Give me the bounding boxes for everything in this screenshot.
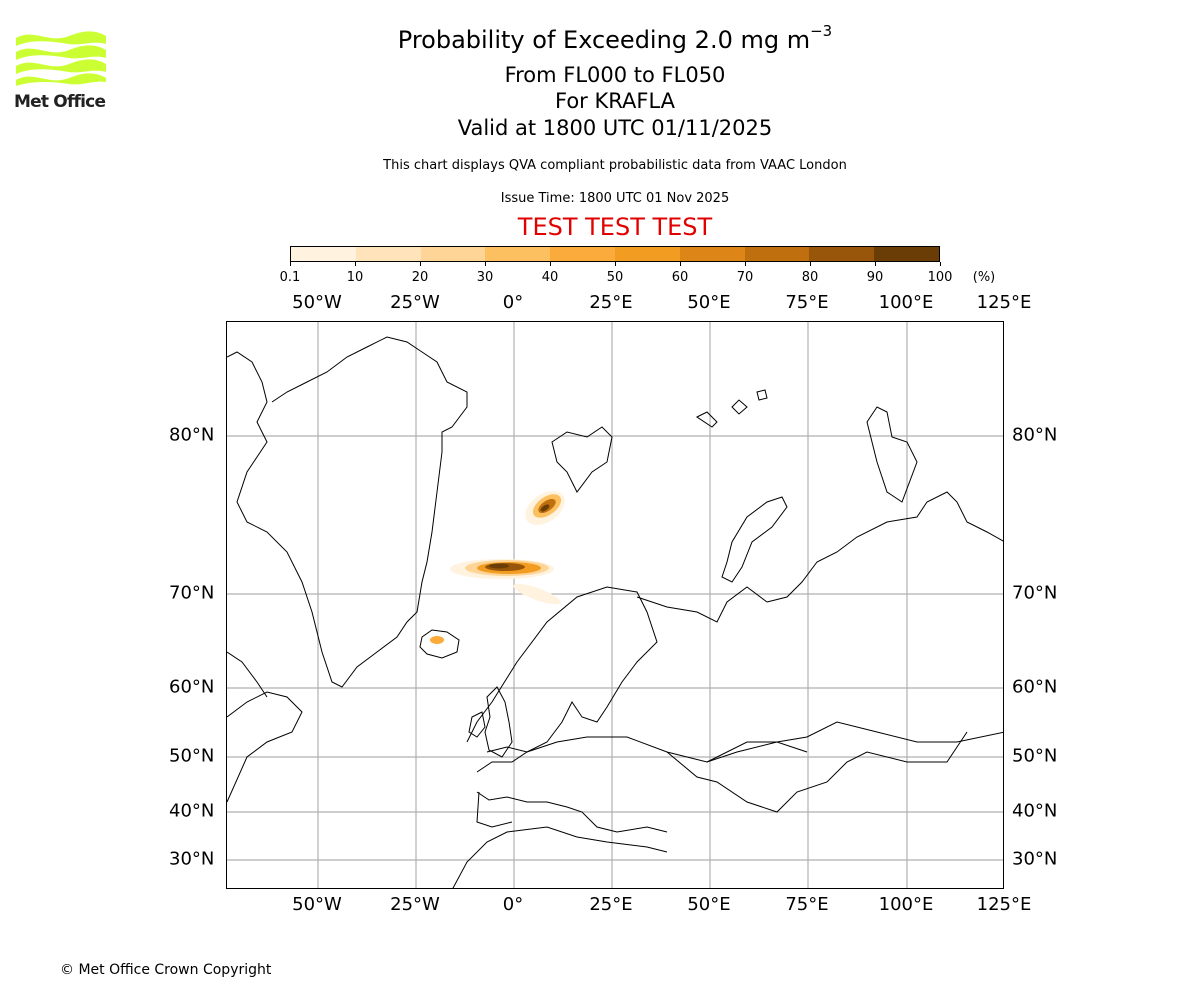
colorbar-tick-label: 30	[476, 270, 494, 285]
colorbar-unit: (%)	[972, 270, 996, 285]
longitude-label: 50°W	[292, 894, 342, 915]
colorbar-segment	[550, 247, 615, 261]
colorbar-tick	[420, 262, 421, 266]
longitude-label: 100°E	[878, 292, 934, 313]
longitude-label: 75°E	[785, 894, 829, 915]
longitude-label: 25°E	[589, 292, 633, 313]
longitude-label: 25°E	[589, 894, 633, 915]
colorbar-segment	[420, 247, 486, 261]
colorbar-tick-label: 40	[541, 270, 559, 285]
latitude-label: 80°N	[1012, 424, 1058, 446]
title-superscript: −3	[810, 22, 833, 40]
latitude-label: 60°N	[169, 676, 215, 698]
longitude-label: 25°W	[390, 292, 440, 313]
colorbar-tick-label: 0.1	[279, 270, 301, 285]
longitude-label: 100°E	[878, 894, 934, 915]
valid-time: Valid at 1800 UTC 01/11/2025	[457, 116, 773, 140]
test-banner: TEST TEST TEST	[517, 213, 713, 241]
map-canvas	[227, 322, 1003, 888]
latitude-label: 50°N	[1012, 745, 1058, 767]
copyright-notice: © Met Office Crown Copyright	[60, 962, 272, 978]
level-range: From FL000 to FL050	[504, 63, 726, 87]
colorbar-segment	[809, 247, 875, 261]
longitude-label: 125°E	[976, 292, 1032, 313]
colorbar-tick-label: 10	[346, 270, 364, 285]
issue-time: Issue Time: 1800 UTC 01 Nov 2025	[500, 191, 730, 206]
colorbar-tick	[875, 262, 876, 266]
colorbar	[290, 246, 940, 262]
longitude-label: 75°E	[785, 292, 829, 313]
colorbar-segment	[679, 247, 745, 261]
latitude-label: 70°N	[1012, 582, 1058, 604]
title-text: Probability of Exceeding 2.0 mg m	[397, 26, 811, 54]
graticule	[227, 322, 1003, 888]
latitude-label: 40°N	[169, 800, 215, 822]
colorbar-tick	[680, 262, 681, 266]
colorbar-segment	[744, 247, 810, 261]
colorbar-tick-label: 100	[927, 270, 953, 285]
longitude-label: 50°W	[292, 292, 342, 313]
longitude-label: 50°E	[687, 292, 731, 313]
colorbar-tick	[810, 262, 811, 266]
colorbar-tick-label: 50	[606, 270, 624, 285]
latitude-label: 70°N	[169, 582, 215, 604]
latitude-label: 50°N	[169, 745, 215, 767]
logo-text: Met Office	[14, 92, 106, 112]
latitude-label: 80°N	[169, 424, 215, 446]
colorbar-tick-label: 90	[866, 270, 884, 285]
ash-plume	[430, 490, 565, 644]
colorbar-tick	[290, 262, 291, 266]
longitude-label: 50°E	[687, 894, 731, 915]
colorbar-tick	[485, 262, 486, 266]
colorbar-segment	[355, 247, 421, 261]
latitude-label: 40°N	[1012, 800, 1058, 822]
coastlines	[227, 336, 1003, 888]
latitude-label: 60°N	[1012, 676, 1058, 698]
latitude-label: 30°N	[169, 848, 215, 870]
colorbar-tick	[745, 262, 746, 266]
longitude-label: 0°	[502, 292, 524, 313]
volcano-name: For KRAFLA	[555, 89, 675, 113]
longitude-label: 0°	[502, 894, 524, 915]
latitude-label: 30°N	[1012, 848, 1058, 870]
colorbar-segment	[614, 247, 680, 261]
colorbar-segment	[485, 247, 551, 261]
colorbar-tick-label: 60	[671, 270, 689, 285]
colorbar-tick	[940, 262, 941, 266]
colorbar-tick-label: 80	[801, 270, 819, 285]
colorbar-segment	[874, 247, 939, 261]
colorbar-tick	[550, 262, 551, 266]
colorbar-tick-label: 20	[411, 270, 429, 285]
colorbar-tick-label: 70	[736, 270, 754, 285]
met-office-logo: Met Office	[14, 30, 109, 115]
colorbar-tick	[615, 262, 616, 266]
map-panel[interactable]	[226, 321, 1004, 889]
longitude-label: 25°W	[390, 894, 440, 915]
met-office-waves-icon	[16, 31, 106, 86]
colorbar-segment	[291, 247, 356, 261]
colorbar-tick	[355, 262, 356, 266]
chart-title: Probability of Exceeding 2.0 mg m−3	[0, 22, 1200, 54]
subtitle: This chart displays QVA compliant probab…	[383, 158, 847, 173]
longitude-label: 125°E	[976, 894, 1032, 915]
